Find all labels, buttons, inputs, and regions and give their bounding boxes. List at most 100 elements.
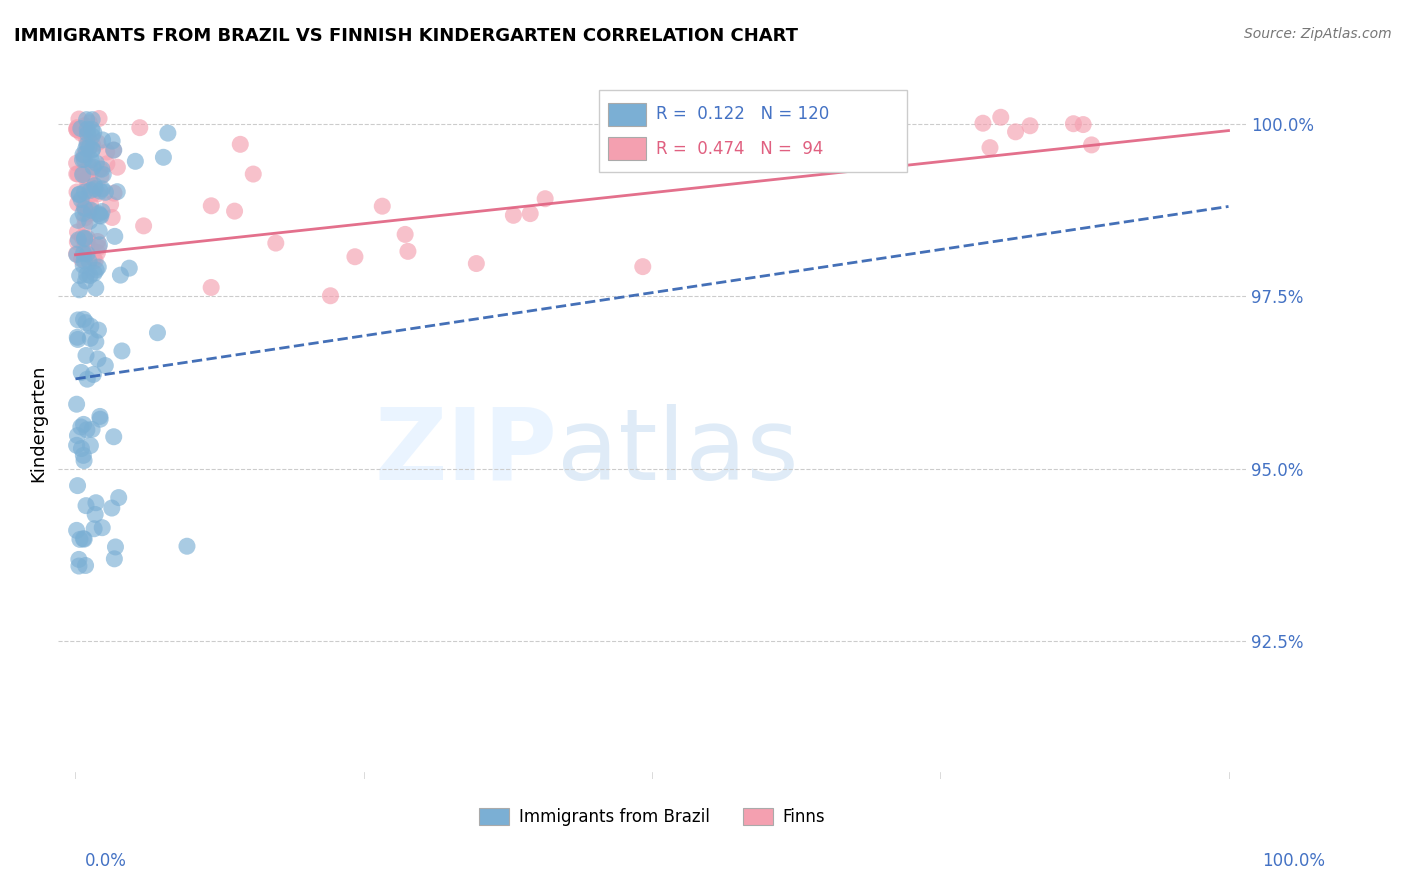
Point	[69, 121, 91, 136]
Point	[90, 169, 112, 184]
Point	[87, 240, 110, 254]
Point	[76, 122, 98, 136]
Point	[79, 116, 101, 130]
Point	[103, 186, 125, 201]
Point	[90, 162, 112, 177]
Point	[87, 207, 110, 221]
Point	[73, 240, 96, 254]
Point	[79, 438, 101, 452]
Point	[70, 126, 93, 140]
Text: 0.0%: 0.0%	[84, 852, 127, 870]
Point	[82, 138, 104, 153]
Point	[72, 417, 94, 432]
Point	[73, 532, 96, 546]
Point	[76, 143, 98, 157]
Point	[73, 153, 96, 167]
Point	[77, 185, 100, 199]
Point	[75, 172, 97, 186]
Point	[89, 237, 111, 252]
Point	[1062, 117, 1084, 131]
Point	[79, 175, 101, 189]
Point	[70, 252, 93, 266]
Point	[86, 245, 108, 260]
Point	[72, 206, 94, 220]
Point	[66, 330, 89, 344]
Point	[72, 165, 94, 179]
Point	[75, 274, 97, 288]
Point	[75, 200, 97, 214]
Point	[86, 207, 108, 221]
Point	[534, 192, 557, 206]
Point	[89, 409, 111, 424]
Point	[118, 261, 141, 276]
Point	[75, 142, 97, 156]
FancyBboxPatch shape	[607, 103, 645, 126]
Point	[89, 412, 111, 426]
Point	[89, 184, 111, 198]
Point	[82, 160, 104, 174]
Point	[66, 196, 89, 211]
Point	[84, 334, 107, 349]
Point	[128, 120, 150, 135]
Point	[79, 184, 101, 198]
Point	[66, 185, 89, 199]
Point	[73, 119, 96, 133]
Point	[75, 558, 97, 573]
Point	[229, 137, 252, 152]
Point	[69, 268, 91, 283]
Point	[76, 172, 98, 186]
Point	[76, 201, 98, 215]
Point	[319, 289, 342, 303]
Point	[72, 532, 94, 546]
Point	[65, 246, 87, 260]
Point	[72, 153, 94, 167]
Point	[73, 199, 96, 213]
Point	[73, 211, 96, 226]
Point	[70, 442, 93, 456]
Point	[87, 112, 110, 126]
Point	[73, 453, 96, 467]
Point	[83, 266, 105, 280]
Point	[66, 313, 89, 327]
Point	[90, 209, 112, 223]
Point	[86, 235, 108, 249]
Point	[82, 112, 104, 127]
Point	[76, 247, 98, 261]
Point	[73, 253, 96, 268]
Point	[979, 141, 1001, 155]
Point	[66, 167, 89, 181]
Point	[87, 351, 110, 366]
Point	[103, 143, 125, 157]
Point	[224, 204, 246, 219]
Point	[80, 166, 103, 180]
Text: ZIP: ZIP	[374, 404, 557, 500]
Point	[75, 237, 97, 252]
Point	[91, 133, 114, 147]
Point	[156, 126, 179, 140]
Point	[990, 110, 1012, 124]
Point	[1071, 118, 1094, 132]
FancyBboxPatch shape	[607, 137, 645, 160]
Point	[69, 420, 91, 434]
Point	[67, 123, 90, 137]
Point	[82, 142, 104, 156]
Point	[67, 283, 90, 297]
Point	[343, 250, 366, 264]
Point	[72, 147, 94, 161]
Point	[96, 145, 118, 159]
Point	[972, 116, 994, 130]
Point	[67, 552, 90, 566]
Point	[82, 143, 104, 157]
Point	[104, 229, 127, 244]
Point	[152, 150, 174, 164]
Point	[72, 449, 94, 463]
Text: R =  0.122   N = 120: R = 0.122 N = 120	[655, 105, 828, 123]
Point	[77, 128, 100, 143]
Text: 100.0%: 100.0%	[1263, 852, 1324, 870]
Point	[67, 233, 90, 247]
Point	[83, 178, 105, 193]
Legend: Immigrants from Brazil, Finns: Immigrants from Brazil, Finns	[470, 800, 834, 835]
Point	[77, 140, 100, 154]
Point	[83, 522, 105, 536]
Point	[69, 187, 91, 202]
